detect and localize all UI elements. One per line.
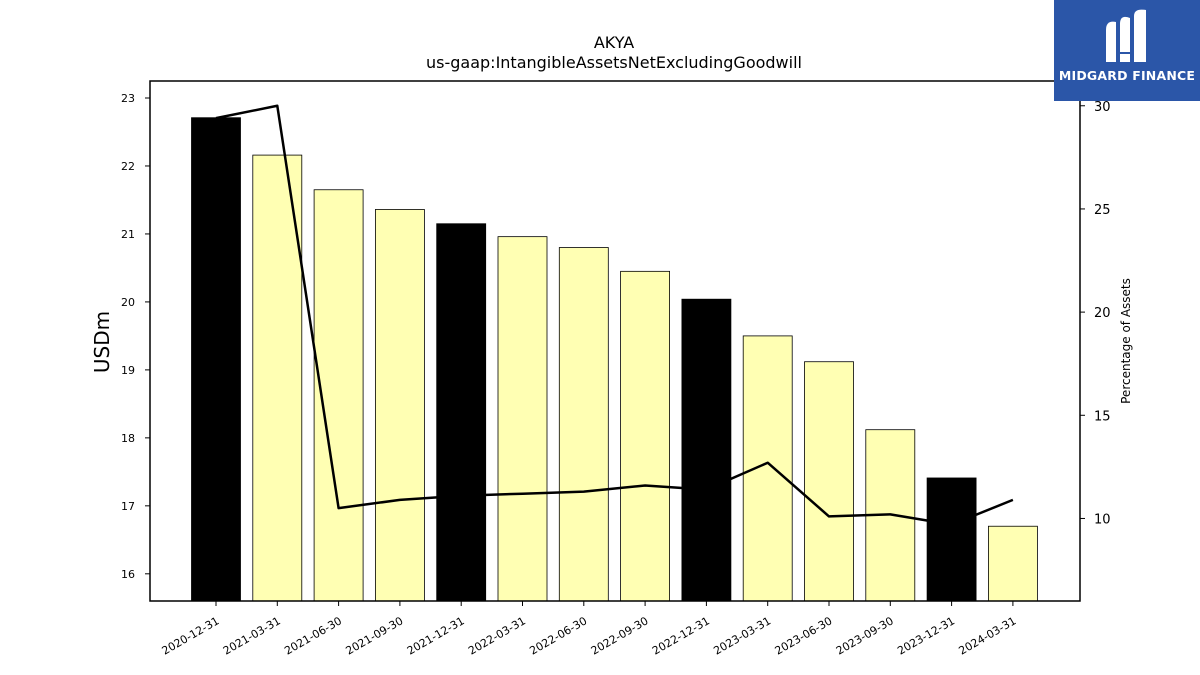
bar xyxy=(436,223,487,602)
y-tick-label: 18 xyxy=(121,432,135,445)
bar xyxy=(988,525,1038,602)
y-tick-label: 17 xyxy=(121,500,135,513)
y-tick-label: 21 xyxy=(121,228,135,241)
brand-logo: MIDGARD FINANCE xyxy=(1054,0,1200,101)
bars xyxy=(191,117,1038,602)
x-tick-label: 2023-06-30 xyxy=(773,614,835,657)
y-tick-label: 16 xyxy=(121,568,135,581)
bar xyxy=(926,477,977,602)
y2-tick-label: 25 xyxy=(1094,203,1111,218)
bar xyxy=(804,361,854,602)
y2-axis-label: Percentage of Assets xyxy=(1119,278,1133,404)
y2-tick-label: 30 xyxy=(1094,100,1111,115)
percentage-series-line xyxy=(215,104,1014,526)
y2-tick-label: 15 xyxy=(1094,409,1111,424)
x-tick-label: 2020-12-31 xyxy=(160,614,222,657)
bar xyxy=(252,154,303,602)
bar xyxy=(742,335,793,602)
x-tick-label: 2021-12-31 xyxy=(405,614,467,657)
y-axis-left: 16 17 18 19 20 21 22 23 xyxy=(121,92,150,581)
y-tick-label: 20 xyxy=(121,296,135,309)
x-tick-label: 2022-06-30 xyxy=(527,614,589,657)
bar xyxy=(620,270,670,602)
y-tick-label: 19 xyxy=(121,364,135,377)
chart-title: AKYA xyxy=(594,33,634,52)
y-tick-label: 22 xyxy=(121,160,135,173)
x-tick-label: 2021-06-30 xyxy=(282,614,344,657)
brand-name: MIDGARD FINANCE xyxy=(1058,68,1196,83)
x-tick-label: 2021-09-30 xyxy=(344,614,406,657)
percentage-line xyxy=(215,104,1014,526)
y2-tick-label: 10 xyxy=(1094,512,1111,527)
midgard-logo-icon xyxy=(1106,9,1146,63)
x-tick-label: 2021-03-31 xyxy=(221,614,283,657)
bar xyxy=(191,117,241,602)
bar xyxy=(497,236,548,602)
bar xyxy=(558,247,609,602)
y-tick-label: 23 xyxy=(121,92,135,105)
x-tick-label: 2023-12-31 xyxy=(895,614,957,657)
x-tick-label: 2022-09-30 xyxy=(589,614,651,657)
bar xyxy=(374,209,425,602)
y-axis-right: 10 15 20 25 30 xyxy=(1080,100,1111,527)
x-tick-label: 2023-09-30 xyxy=(834,614,896,657)
y2-tick-label: 20 xyxy=(1094,306,1111,321)
x-tick-label: 2023-03-31 xyxy=(711,614,773,657)
bar xyxy=(681,298,732,602)
plot-frame xyxy=(149,80,1081,602)
x-axis: 2020-12-31 2021-03-31 2021-06-30 2021-09-30… xyxy=(160,601,1019,658)
x-tick-label: 2024-03-31 xyxy=(957,614,1019,657)
x-tick-label: 2022-03-31 xyxy=(466,614,528,657)
chart-subtitle: us-gaap:IntangibleAssetsNetExcludingGood… xyxy=(426,53,802,72)
x-tick-label: 2022-12-31 xyxy=(650,614,712,657)
y-axis-label: USDm xyxy=(90,311,114,373)
